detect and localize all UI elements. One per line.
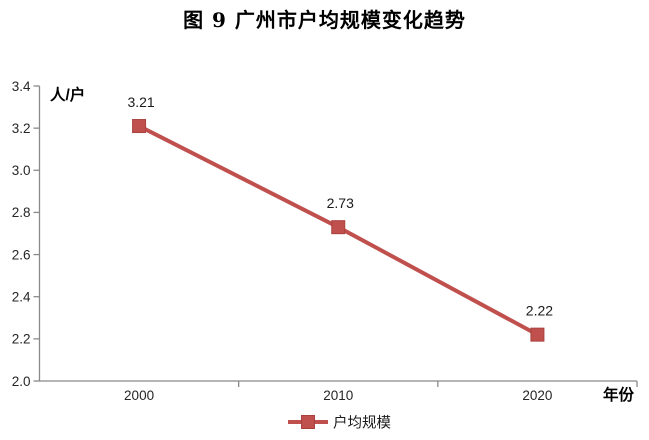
data-label: 2.73 [327, 195, 354, 211]
legend-marker-sample [301, 415, 315, 429]
y-axis-tick-label: 2.0 [12, 374, 31, 389]
y-axis-tick-label: 2.4 [12, 290, 31, 305]
y-axis-tick-label: 3.0 [12, 163, 31, 178]
data-label: 2.22 [526, 303, 553, 319]
data-label: 3.21 [127, 94, 154, 110]
data-point-marker [331, 220, 346, 235]
y-axis-unit-label: 人/户 [50, 85, 85, 104]
x-axis-tick-label: 2000 [124, 388, 154, 403]
y-axis-tick-label: 3.2 [12, 121, 31, 136]
data-point-marker [530, 327, 545, 342]
y-axis-tick-label: 2.2 [12, 332, 31, 347]
y-axis-tick-label: 2.8 [12, 205, 31, 220]
x-axis-tick-label: 2020 [522, 388, 552, 403]
chart-title: 图 9 广州市户均规模变化趋势 [183, 8, 466, 32]
data-point-marker [132, 119, 147, 134]
x-axis-tick-label: 2010 [323, 388, 353, 403]
y-axis-tick-label: 3.4 [12, 79, 31, 94]
legend-label: 户均规模 [333, 415, 391, 432]
x-axis-unit-label: 年份 [603, 385, 635, 404]
y-axis-tick-label: 2.6 [12, 247, 31, 262]
